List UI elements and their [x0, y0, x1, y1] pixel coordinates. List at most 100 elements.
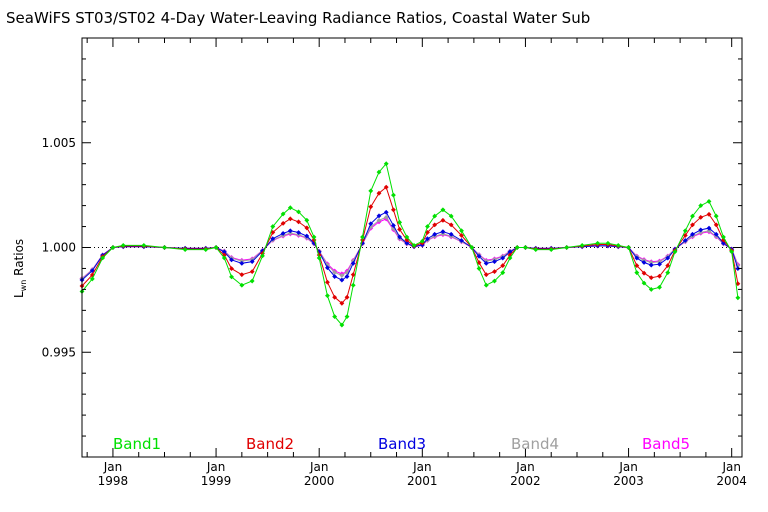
series-point: [239, 272, 245, 278]
series-point: [280, 211, 286, 217]
series-point: [648, 275, 654, 281]
series-point: [492, 259, 497, 265]
series-point: [665, 263, 671, 269]
series-point: [657, 273, 662, 279]
series-point: [339, 322, 345, 328]
series-point: [182, 247, 188, 253]
series-point: [350, 282, 356, 288]
x-tick-label-year: 1998: [98, 474, 129, 488]
series-point: [492, 269, 497, 275]
series-point: [500, 270, 506, 276]
series-point: [448, 213, 454, 219]
series-point: [368, 188, 374, 194]
series-point: [296, 209, 301, 215]
series-point: [376, 169, 382, 175]
series-point: [523, 245, 528, 250]
series-point: [391, 207, 396, 213]
series-point: [698, 227, 704, 233]
series-layer: [79, 161, 741, 328]
series-point: [141, 242, 147, 248]
series-point: [270, 236, 276, 242]
series-point: [648, 286, 654, 292]
series-point: [287, 205, 293, 211]
series-line: [81, 211, 739, 281]
series-point: [507, 255, 513, 261]
series-point: [665, 255, 671, 261]
series-point: [448, 231, 454, 237]
series-point: [672, 249, 678, 255]
series-point: [325, 293, 330, 299]
series-point: [432, 231, 438, 237]
series-point: [682, 228, 688, 234]
series-point: [476, 266, 482, 271]
series-point: [432, 222, 438, 228]
series-point: [397, 234, 403, 240]
y-axis-label-rest: Ratios: [12, 239, 26, 280]
series-point: [432, 213, 438, 219]
series-point: [316, 255, 322, 261]
series-point: [690, 231, 695, 237]
series-point: [641, 280, 647, 286]
legend-item-band5: Band5: [642, 435, 690, 453]
series-point: [682, 238, 688, 243]
x-tick-label-month: Jan: [515, 460, 535, 474]
series-point: [706, 198, 712, 204]
series-point: [368, 221, 374, 227]
series-point: [425, 236, 430, 242]
series-point: [162, 245, 167, 250]
series-point: [713, 213, 719, 219]
series-point: [287, 228, 293, 234]
series-point: [339, 277, 345, 283]
series-point: [270, 224, 276, 229]
series-point: [634, 263, 640, 269]
series-point: [440, 217, 446, 223]
series-band1: [79, 161, 741, 328]
series-point: [411, 242, 417, 248]
series-point: [391, 192, 396, 198]
x-tick-label-year: 2001: [407, 474, 438, 488]
x-tick-label-month: Jan: [309, 460, 329, 474]
series-point: [706, 211, 712, 217]
series-point: [729, 249, 735, 255]
series-point: [360, 234, 365, 240]
series-point: [239, 282, 245, 288]
x-tick-label-year: 2004: [716, 474, 747, 488]
series-point: [459, 238, 464, 243]
series-point: [595, 240, 601, 246]
series-point: [564, 245, 570, 250]
series-point: [682, 233, 688, 238]
series-point: [325, 279, 330, 285]
series-point: [368, 204, 374, 210]
series-point: [376, 213, 382, 219]
series-point: [459, 228, 464, 234]
series-point: [404, 234, 410, 240]
series-point: [296, 230, 301, 235]
series-point: [221, 255, 227, 261]
series-point: [605, 240, 611, 246]
y-tick-label: 1.005: [42, 136, 76, 150]
series-point: [203, 247, 209, 253]
series-point: [383, 161, 389, 167]
series-point: [735, 281, 741, 287]
series-point: [249, 269, 255, 275]
series-point: [296, 219, 301, 225]
series-point: [483, 272, 489, 278]
series-point: [440, 207, 446, 213]
series-point: [110, 245, 116, 250]
series-point: [304, 217, 310, 223]
series-point: [339, 272, 345, 278]
series-point: [690, 213, 695, 219]
series-point: [615, 242, 621, 248]
series-point: [459, 233, 464, 238]
series-point: [448, 222, 454, 228]
series-point: [476, 253, 482, 259]
series-point: [641, 270, 647, 276]
series-point: [626, 245, 631, 250]
series-point: [492, 278, 497, 284]
series-point: [500, 255, 506, 261]
series-point: [657, 284, 662, 290]
series-point: [579, 242, 585, 248]
series-point: [698, 203, 704, 209]
legend: Band1 Band2 Band3 Band4 Band5: [113, 435, 690, 453]
